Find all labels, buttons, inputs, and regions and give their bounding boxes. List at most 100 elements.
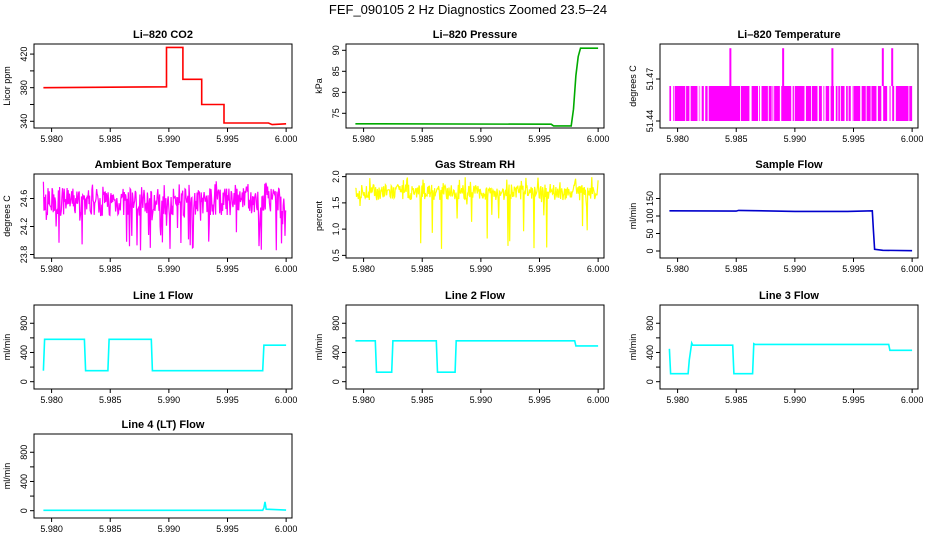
x-tick-label: 5.980: [666, 395, 689, 405]
x-tick-label: 5.990: [470, 395, 493, 405]
x-tick-label: 5.985: [411, 134, 434, 144]
series-trace: [355, 47, 599, 127]
y-axis-label: ml/min: [2, 463, 12, 490]
x-tick-label: 5.985: [411, 264, 434, 274]
y-tick-label: 400: [19, 345, 29, 360]
panel-10: Line 4 (LT) Flow 5.980 5.985 5.990 5.995 6.00…: [2, 419, 297, 534]
series-trace: [42, 338, 287, 372]
figure-title: FEF_090105 2 Hz Diagnostics Zoomed 23.5–…: [328, 2, 608, 17]
series-line: [42, 338, 287, 372]
panel-6: Sample Flow 5.980 5.985 5.990 5.995 6.000 0 50 1…: [628, 159, 923, 274]
y-axis-label: ml/min: [314, 334, 324, 361]
plot-frame: [33, 433, 293, 519]
y-tick-label: 51.47: [645, 68, 655, 91]
x-tick-label: 5.995: [216, 524, 239, 534]
y-tick-label: 80: [331, 87, 341, 97]
series-line: [669, 209, 913, 252]
x-tick-label: 5.980: [666, 134, 689, 144]
x-tick-label: 5.995: [842, 395, 865, 405]
x-tick-label: 6.000: [275, 395, 298, 405]
panel-title: Li–820 Temperature: [737, 29, 840, 41]
y-tick-label: 400: [331, 345, 341, 360]
x-tick-label: 6.000: [901, 264, 924, 274]
series-line: [42, 181, 287, 251]
plot-frame: [345, 173, 605, 259]
x-tick-label: 5.980: [40, 264, 63, 274]
y-axis-label: degrees C: [2, 195, 12, 237]
panel-title: Li–820 CO2: [133, 29, 193, 41]
y-tick-label: 75: [331, 108, 341, 118]
y-tick-label: 0.5: [331, 249, 341, 262]
x-tick-label: 5.995: [528, 134, 551, 144]
x-tick-label: 5.985: [725, 264, 748, 274]
series-line: [668, 340, 913, 375]
y-tick-label: 0: [645, 379, 655, 384]
y-tick-label: 800: [19, 316, 29, 331]
panel-title: Line 3 Flow: [759, 290, 819, 302]
series-trace: [668, 340, 913, 375]
y-tick-label: 24.6: [19, 190, 29, 208]
x-tick-label: 6.000: [901, 134, 924, 144]
series-line: [43, 501, 287, 512]
x-tick-label: 6.000: [587, 264, 610, 274]
y-tick-label: 420: [19, 47, 29, 62]
y-tick-label: 0: [645, 248, 655, 253]
y-tick-label: 24.2: [19, 218, 29, 236]
y-tick-label: 0: [19, 508, 29, 513]
x-tick-label: 5.995: [216, 395, 239, 405]
y-tick-label: 800: [331, 316, 341, 331]
y-axis-label: ml/min: [2, 334, 12, 361]
y-tick-label: 51.44: [645, 110, 655, 133]
y-tick-label: 85: [331, 66, 341, 76]
x-tick-label: 5.985: [411, 395, 434, 405]
x-tick-label: 5.990: [470, 264, 493, 274]
x-tick-label: 5.980: [352, 264, 375, 274]
x-tick-label: 6.000: [587, 395, 610, 405]
x-tick-label: 5.980: [352, 134, 375, 144]
y-tick-label: 90: [331, 45, 341, 55]
x-tick-label: 5.985: [725, 395, 748, 405]
x-tick-label: 6.000: [275, 264, 298, 274]
panel-title: Line 1 Flow: [133, 290, 193, 302]
y-tick-label: 800: [645, 316, 655, 331]
x-tick-label: 5.995: [842, 134, 865, 144]
x-tick-label: 5.995: [528, 395, 551, 405]
y-tick-label: 400: [645, 345, 655, 360]
y-axis-label: degrees C: [628, 65, 638, 107]
y-tick-label: 400: [19, 474, 29, 489]
panel-title: Li–820 Pressure: [433, 29, 517, 41]
x-tick-label: 5.980: [40, 524, 63, 534]
x-tick-label: 5.990: [158, 134, 181, 144]
y-tick-label: 800: [19, 445, 29, 460]
panel-1: Li–820 CO2 5.980 5.985 5.990 5.995 6.000 340 38…: [2, 29, 297, 144]
x-tick-label: 5.980: [40, 395, 63, 405]
series-line: [355, 177, 599, 249]
plot-frame: [33, 304, 293, 390]
plot-frame: [33, 173, 293, 259]
series-trace: [42, 181, 287, 251]
y-tick-label: 50: [645, 228, 655, 238]
x-tick-label: 5.985: [99, 395, 122, 405]
series-trace: [355, 177, 599, 249]
x-tick-label: 6.000: [901, 395, 924, 405]
y-tick-label: 2.0: [331, 170, 341, 183]
x-tick-label: 5.990: [158, 524, 181, 534]
plot-frame: [345, 43, 605, 129]
y-tick-label: 1.5: [331, 197, 341, 210]
panel-9: Line 3 Flow 5.980 5.985 5.990 5.995 6.000 0 400…: [628, 290, 923, 405]
panel-3: Li–820 Temperature 5.980 5.985 5.990 5.995 6.…: [628, 29, 923, 144]
plot-frame: [345, 304, 605, 390]
y-axis-label: kPa: [314, 78, 324, 94]
plot-frame: [659, 43, 919, 129]
y-tick-label: 340: [19, 114, 29, 129]
x-tick-label: 5.985: [99, 524, 122, 534]
x-tick-label: 5.995: [216, 134, 239, 144]
y-axis-label: ml/min: [628, 203, 638, 230]
series-line: [43, 46, 287, 126]
panel-title: Sample Flow: [755, 159, 823, 171]
panel-title: Line 2 Flow: [445, 290, 505, 302]
y-tick-label: 380: [19, 80, 29, 95]
panel-2: Li–820 Pressure 5.980 5.985 5.990 5.995 6.000…: [314, 29, 609, 144]
x-tick-label: 5.990: [784, 264, 807, 274]
series-trace: [43, 46, 287, 126]
